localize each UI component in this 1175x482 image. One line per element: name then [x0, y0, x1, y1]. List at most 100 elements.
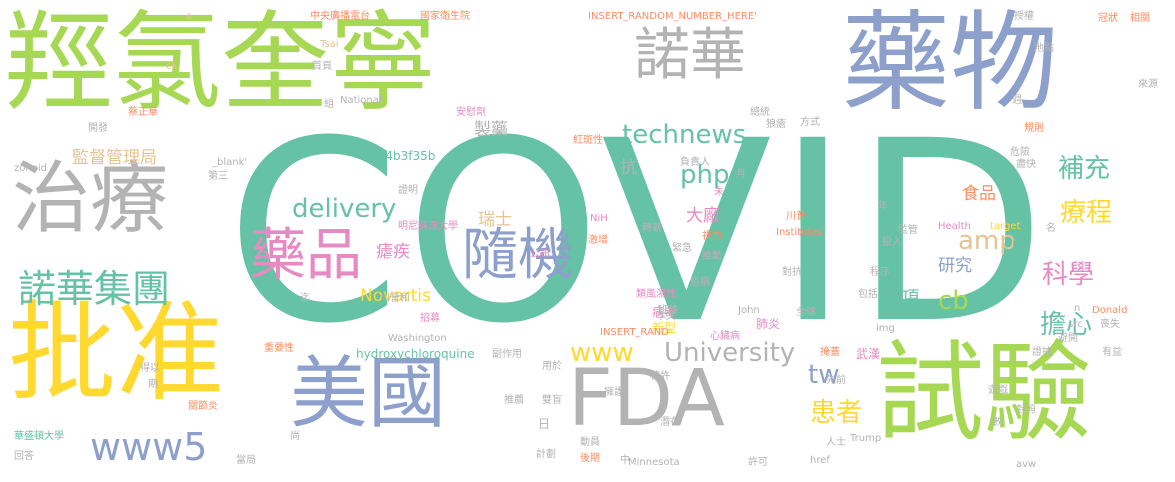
word-pneumonia: 肺炎 — [756, 317, 781, 331]
word-delivery: delivery — [292, 194, 397, 224]
word-loss: 喪失 — [1100, 319, 1120, 330]
word-referral: 轉載 — [642, 223, 662, 234]
word-include: 包括 — [858, 289, 878, 300]
word-emergency: 緊急 — [672, 243, 692, 254]
word-wuhan: 武漢 — [856, 347, 881, 361]
word-vision: 視力 — [702, 231, 722, 242]
word-pharmaceutical: 製藥 — [474, 120, 508, 140]
word-wolf: 狼瘡 — [766, 119, 786, 130]
word-trump-and: 川普和 — [380, 293, 410, 304]
word-say: 說 — [1012, 230, 1029, 250]
word-national: National — [340, 95, 382, 106]
word-until: 迄 — [300, 293, 310, 304]
word-confront: 對抗 — [782, 267, 802, 278]
word-nih-zh: 國家衛生院 — [420, 11, 470, 22]
word-evidence: 證據 — [1032, 347, 1052, 358]
word-president: 總統 — [750, 107, 770, 118]
word-lupus: 紅斑性 — [573, 135, 603, 146]
word-avw: avw — [1016, 459, 1037, 470]
word-rheumatoid: 類風濕性 — [636, 289, 676, 300]
word-course: 療程 — [1060, 198, 1113, 228]
word-research: 研究 — [938, 256, 972, 276]
word-announce: 公布 — [530, 249, 550, 260]
word-authorize: 授權 — [1014, 11, 1034, 22]
word-malaria: 瘧疾 — [376, 242, 410, 262]
word-n: n — [1074, 303, 1081, 314]
word-tw: tw — [808, 360, 840, 390]
word-zoneid: zoneid — [14, 163, 47, 174]
word-regulator: 監督管理局 — [72, 148, 157, 168]
word-hcq: hydroxychloroquine — [356, 347, 475, 361]
word-can-be: 得以 — [140, 363, 160, 374]
word-person-in-charge: 負責人 — [680, 157, 710, 168]
word-global: 全球 — [796, 307, 816, 318]
word-amp: amp — [958, 226, 1016, 256]
word-nominal: 俗稱 — [690, 277, 710, 288]
word-insert-random-top: INSERT_RANDOM_NUMBER_HERE' — [588, 11, 757, 22]
word-use-in: 用於 — [542, 361, 562, 372]
word-donald: Donald — [1092, 305, 1128, 316]
word-cb: cb — [938, 286, 969, 316]
word-prior: 先前 — [826, 375, 846, 386]
word-tsai: Tsai — [320, 39, 339, 50]
word-novartis-zh: 諾華 — [634, 23, 746, 88]
word-core: 核許 — [650, 371, 670, 382]
word-php: php — [680, 160, 730, 190]
word-novartis: Novartis — [360, 286, 431, 306]
word-virus: 病毒 — [652, 305, 677, 319]
word-novartis-group: 諾華集團 — [18, 267, 171, 311]
word-class: 班韓 — [658, 305, 678, 316]
word-worry: 擔心 — [1040, 310, 1093, 340]
word-anti: 抗 — [620, 158, 637, 178]
word-soon: 盡快 — [1016, 159, 1036, 170]
word-trump-zh: 川普 — [786, 211, 806, 222]
word-way: 方式 — [800, 117, 820, 128]
word-invest: 投入 — [882, 237, 902, 248]
word-not-yet: 未 — [714, 187, 724, 198]
word-treatment: 治療 — [12, 154, 169, 244]
word-name: 名 — [1046, 223, 1056, 234]
word-surge: 激增 — [588, 235, 608, 246]
word-ck: ck — [166, 61, 178, 72]
word-src: src — [1068, 319, 1083, 330]
word-a: a — [186, 11, 193, 22]
word-big-factory: 大廠 — [686, 206, 720, 226]
word-trial: 試驗 — [876, 331, 1093, 456]
word-first-page: 首頁 — [312, 61, 332, 72]
word-week: 週 — [1012, 95, 1022, 106]
word-year: 年 — [878, 201, 888, 212]
word-rules: 規則 — [1024, 123, 1044, 134]
word-answer: 回答 — [14, 451, 34, 462]
word-covid: COVID — [226, 87, 1051, 378]
word-day: 日 — [538, 417, 551, 431]
word-washington-univ: 華盛頓大學 — [14, 431, 64, 442]
word-insert-random-mid: INSERT_RAND — [600, 327, 669, 338]
word-number: 數 — [992, 417, 1002, 428]
word-trump: Trump — [850, 433, 882, 444]
word-supervise: 監管 — [898, 225, 918, 236]
word-game: 遊戲 — [988, 385, 1008, 396]
word-plan: 計劃 — [536, 449, 556, 460]
word-science: 科學 — [1042, 260, 1095, 290]
word-related: 相關 — [1130, 13, 1150, 24]
word-blank: _blank' — [212, 157, 248, 168]
word-img: img — [876, 323, 895, 334]
word-minnesota-univ: 明尼蘇達大學 — [398, 221, 458, 232]
word-minnesota: Minnesota — [628, 457, 680, 468]
word-source: 來源 — [1138, 79, 1158, 90]
word-approve: 批准 — [8, 291, 225, 416]
word-prove: 證明 — [398, 185, 418, 196]
word-usa: 美國 — [290, 349, 447, 439]
word-side-effect: 副作用 — [492, 349, 522, 360]
word-location: 地點 — [1034, 43, 1054, 54]
word-placebo: 安慰劑 — [456, 107, 486, 118]
word-later: 後期 — [580, 453, 600, 464]
word-this-article: 本文 — [656, 311, 676, 322]
word-avoid: 避開 — [1058, 333, 1078, 344]
word-a4b: a4b3f35b — [378, 149, 436, 163]
word-food: 食品 — [962, 184, 996, 204]
word-www5: www5 — [90, 425, 208, 469]
word-beneficial: 有益 — [1102, 347, 1122, 358]
word-target: target — [990, 221, 1021, 232]
